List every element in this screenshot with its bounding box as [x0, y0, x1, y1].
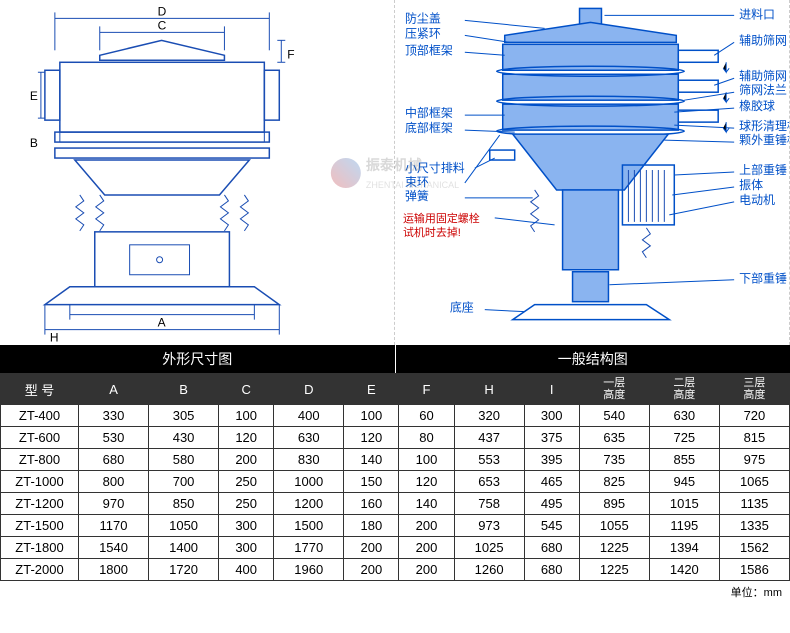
col-header: E: [344, 374, 399, 405]
dim-d: D: [158, 4, 167, 18]
col-header: 三层高度: [719, 374, 789, 405]
col-header: D: [274, 374, 344, 405]
table-row: ZT-800680580200830140100553395735855975: [1, 449, 790, 471]
dim-h: H: [50, 331, 59, 345]
col-header: B: [149, 374, 219, 405]
svg-text:进料口: 进料口: [739, 7, 775, 21]
svg-text:顶部框架: 顶部框架: [405, 42, 453, 57]
svg-text:球形清理板: 球形清理板: [739, 119, 789, 133]
svg-text:上部重锤: 上部重锤: [739, 162, 787, 177]
svg-text:辅助筛网: 辅助筛网: [739, 32, 787, 47]
svg-text:电动机: 电动机: [739, 193, 775, 207]
unit-label: 单位：mm: [0, 581, 790, 603]
table-row: ZT-2000180017204001960200200126068012251…: [1, 559, 790, 581]
col-header: A: [79, 374, 149, 405]
dim-f: F: [287, 47, 294, 61]
svg-text:橡胶球: 橡胶球: [739, 98, 775, 113]
col-header: F: [399, 374, 454, 405]
svg-text:底座: 底座: [450, 300, 474, 315]
svg-text:振体: 振体: [739, 178, 763, 192]
table-row: ZT-40033030510040010060320300540630720: [1, 405, 790, 427]
tab-outline: 外形尺寸图: [0, 345, 395, 373]
dim-b: B: [30, 136, 38, 150]
dim-c: C: [158, 18, 167, 32]
svg-text:运输用固定螺栓: 运输用固定螺栓: [403, 211, 480, 225]
col-header: 一层高度: [579, 374, 649, 405]
logo-icon: [331, 158, 361, 188]
table-row: ZT-1200970850250120016014075849589510151…: [1, 493, 790, 515]
svg-text:筛网法兰: 筛网法兰: [739, 82, 787, 97]
diagrams-row: D C E F: [0, 0, 790, 345]
col-header: I: [524, 374, 579, 405]
tab-structure: 一般结构图: [395, 345, 790, 373]
col-header: H: [454, 374, 524, 405]
col-header: 型 号: [1, 374, 79, 405]
svg-text:试机时去掉!: 试机时去掉!: [403, 225, 461, 239]
svg-text:压紧环: 压紧环: [405, 26, 441, 40]
dim-e: E: [30, 89, 38, 103]
dim-a: A: [158, 316, 166, 330]
col-header: C: [219, 374, 274, 405]
svg-text:颗外重锤板: 颗外重锤板: [739, 132, 789, 147]
table-row: ZT-1500117010503001500180200973545105511…: [1, 515, 790, 537]
table-row: ZT-1800154014003001770200200102568012251…: [1, 537, 790, 559]
svg-text:底部框架: 底部框架: [405, 120, 453, 135]
watermark: 振泰机械 ZHENTAI MCHANICAL: [331, 155, 459, 191]
svg-text:辅助筛网: 辅助筛网: [739, 68, 787, 83]
dimension-table: 型 号ABCDEFHI一层高度二层高度三层高度 ZT-4003303051004…: [0, 373, 790, 581]
diagram-titles: 外形尺寸图 一般结构图: [0, 345, 790, 373]
svg-text:中部框架: 中部框架: [405, 105, 453, 120]
col-header: 二层高度: [649, 374, 719, 405]
table-row: ZT-1000800700250100015012065346582594510…: [1, 471, 790, 493]
svg-text:下部重锤: 下部重锤: [739, 271, 787, 286]
table-row: ZT-60053043012063012080437375635725815: [1, 427, 790, 449]
svg-text:防尘盖: 防尘盖: [405, 10, 441, 25]
